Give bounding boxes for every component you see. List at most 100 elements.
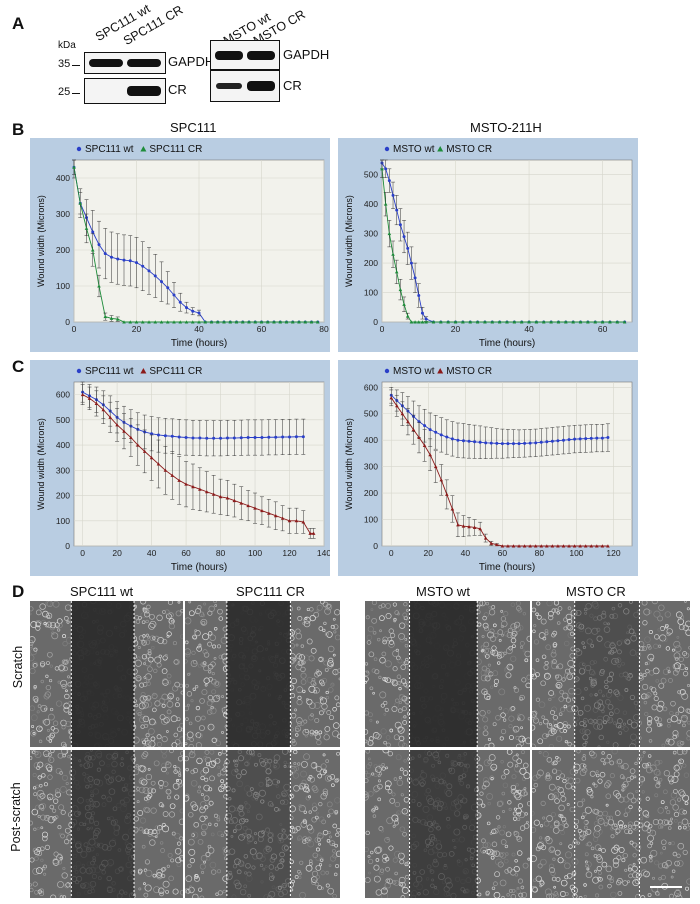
cell [532, 743, 536, 747]
cell [515, 743, 522, 747]
cell [483, 725, 488, 730]
cell [246, 871, 252, 877]
cell [387, 878, 393, 885]
cell [261, 830, 265, 834]
cell [665, 646, 670, 651]
cell [585, 828, 592, 835]
cell [629, 768, 636, 774]
cell [43, 693, 50, 700]
cell [653, 610, 661, 618]
cell [35, 784, 40, 789]
cell [657, 825, 662, 830]
cell [244, 803, 251, 810]
cell [64, 659, 70, 665]
cell [203, 652, 210, 658]
cell [207, 610, 213, 616]
micrograph-msto-wt-scratch [365, 601, 530, 747]
cell [280, 828, 286, 833]
cell [254, 762, 258, 767]
cell [535, 697, 541, 702]
data-point [413, 320, 417, 324]
cell [325, 759, 329, 763]
cell [326, 801, 333, 808]
cell [596, 866, 602, 872]
cell [504, 868, 510, 874]
cell [645, 694, 650, 699]
data-point [110, 255, 113, 259]
cell [678, 656, 684, 662]
cell [676, 740, 684, 747]
data-point [439, 433, 443, 437]
data-point [428, 452, 432, 457]
data-point [533, 544, 538, 548]
cell [67, 755, 71, 759]
cell [561, 677, 566, 682]
cell [400, 678, 407, 684]
cell [395, 754, 402, 761]
data-point [215, 320, 220, 324]
data-point [209, 320, 214, 324]
data-point [556, 439, 560, 443]
cell [664, 623, 669, 628]
data-point [184, 482, 188, 486]
cell [384, 785, 391, 791]
cell [562, 778, 567, 784]
cell [35, 804, 41, 811]
data-point [84, 226, 89, 230]
cell [533, 639, 540, 645]
cell [629, 743, 636, 747]
cell [545, 733, 549, 737]
cell [203, 805, 209, 810]
y-tick-label: 0 [373, 317, 378, 327]
cell [46, 736, 51, 741]
cell [604, 757, 611, 764]
cell [205, 851, 211, 857]
cell [278, 891, 284, 897]
cell [180, 750, 183, 757]
data-point [413, 276, 417, 280]
cell [392, 857, 398, 863]
cell [402, 612, 408, 618]
cell [515, 789, 519, 793]
data-point [272, 320, 276, 324]
cell [553, 601, 560, 606]
cell [260, 853, 266, 858]
cell [542, 718, 549, 725]
cell [512, 754, 519, 762]
data-point [495, 441, 499, 445]
cell [615, 793, 622, 799]
cell [328, 687, 334, 693]
cell [632, 871, 639, 879]
cell [45, 764, 53, 771]
cell [563, 626, 568, 631]
cell [567, 741, 572, 747]
cell [646, 716, 653, 722]
cell [245, 875, 253, 882]
cell [208, 822, 212, 827]
cell [366, 773, 371, 778]
cell [566, 673, 573, 680]
cell [673, 818, 678, 823]
cell [303, 810, 307, 814]
cell [168, 875, 174, 882]
cell [495, 715, 501, 721]
data-point [500, 544, 505, 548]
cell [332, 823, 338, 829]
data-point [523, 441, 527, 445]
cell [503, 651, 507, 656]
cell [193, 821, 199, 828]
data-point [150, 432, 154, 436]
plot-area [73, 381, 325, 547]
cell [238, 755, 245, 762]
cell [556, 611, 560, 615]
data-point [550, 544, 555, 548]
data-point [101, 407, 106, 412]
cell [624, 828, 630, 834]
cell [308, 702, 316, 709]
cell [185, 875, 193, 882]
data-point [383, 202, 388, 206]
cell [519, 767, 527, 775]
cell [664, 611, 671, 618]
cell [657, 628, 661, 632]
cell [260, 880, 264, 884]
